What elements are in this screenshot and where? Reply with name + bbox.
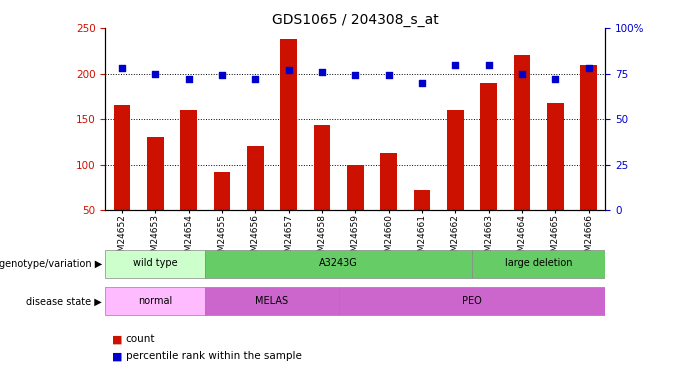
Bar xyxy=(580,64,597,210)
Text: A3243G: A3243G xyxy=(320,258,358,268)
Text: wild type: wild type xyxy=(133,258,177,268)
Point xyxy=(350,72,361,78)
Bar xyxy=(280,39,297,210)
Title: GDS1065 / 204308_s_at: GDS1065 / 204308_s_at xyxy=(272,13,439,27)
Bar xyxy=(114,105,131,210)
Bar xyxy=(105,250,205,278)
Point xyxy=(117,65,128,71)
Point xyxy=(450,62,461,68)
Text: percentile rank within the sample: percentile rank within the sample xyxy=(126,351,302,361)
Bar xyxy=(513,56,530,210)
Point xyxy=(250,76,261,82)
Text: genotype/variation ▶: genotype/variation ▶ xyxy=(0,259,102,269)
Bar xyxy=(180,110,197,210)
Point xyxy=(284,67,294,73)
Point xyxy=(583,65,594,71)
Point xyxy=(517,70,528,76)
Bar xyxy=(105,287,205,315)
Bar xyxy=(547,103,564,210)
Bar xyxy=(480,83,497,210)
Bar xyxy=(447,110,464,210)
Text: count: count xyxy=(126,334,155,344)
Text: PEO: PEO xyxy=(462,296,482,306)
Bar xyxy=(313,125,330,210)
Text: normal: normal xyxy=(138,296,173,306)
Text: ■: ■ xyxy=(112,351,123,361)
Bar xyxy=(205,287,339,315)
Point xyxy=(483,62,494,68)
Text: ■: ■ xyxy=(112,334,123,344)
Text: MELAS: MELAS xyxy=(256,296,288,306)
Bar xyxy=(205,250,472,278)
Point xyxy=(217,72,228,78)
Point xyxy=(150,70,160,76)
Bar xyxy=(472,250,605,278)
Point xyxy=(416,80,428,86)
Bar xyxy=(339,287,605,315)
Point xyxy=(184,76,194,82)
Bar xyxy=(380,153,397,210)
Bar xyxy=(413,190,430,210)
Point xyxy=(549,76,560,82)
Bar xyxy=(147,137,164,210)
Text: disease state ▶: disease state ▶ xyxy=(27,296,102,306)
Bar xyxy=(347,165,364,210)
Bar xyxy=(214,172,231,210)
Bar xyxy=(247,146,264,210)
Point xyxy=(384,72,394,78)
Text: large deletion: large deletion xyxy=(505,258,573,268)
Point xyxy=(317,69,328,75)
